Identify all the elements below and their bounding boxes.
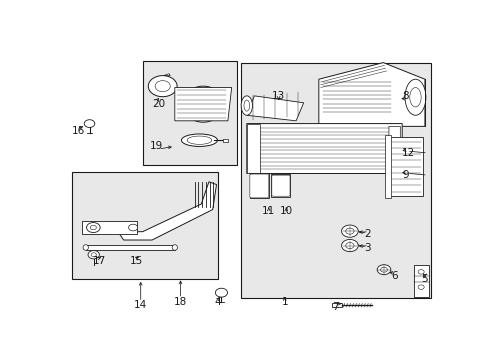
Text: 10: 10: [279, 206, 292, 216]
Polygon shape: [246, 96, 303, 121]
Polygon shape: [246, 123, 260, 174]
Ellipse shape: [83, 245, 88, 250]
Polygon shape: [318, 63, 424, 126]
Circle shape: [90, 225, 96, 230]
Ellipse shape: [182, 86, 224, 122]
Polygon shape: [331, 303, 341, 307]
Polygon shape: [388, 126, 400, 169]
Text: 20: 20: [152, 99, 165, 109]
Ellipse shape: [187, 136, 211, 144]
Text: 11: 11: [262, 206, 275, 216]
Circle shape: [215, 288, 227, 297]
Circle shape: [345, 228, 353, 234]
Text: 8: 8: [401, 91, 408, 101]
Polygon shape: [271, 174, 290, 197]
Circle shape: [417, 270, 423, 274]
FancyBboxPatch shape: [249, 174, 268, 198]
Circle shape: [88, 251, 99, 259]
Text: 13: 13: [271, 91, 285, 101]
Ellipse shape: [172, 245, 177, 250]
Circle shape: [380, 267, 386, 272]
Ellipse shape: [244, 100, 249, 111]
Text: 5: 5: [421, 274, 427, 284]
Text: 9: 9: [401, 170, 408, 180]
Polygon shape: [249, 174, 268, 198]
Text: 15: 15: [130, 256, 143, 266]
Text: 12: 12: [401, 148, 415, 158]
Bar: [142, 61, 237, 165]
Ellipse shape: [189, 92, 217, 117]
Polygon shape: [118, 182, 216, 240]
Circle shape: [148, 76, 177, 97]
Text: 19: 19: [149, 141, 163, 151]
Ellipse shape: [409, 87, 420, 107]
Polygon shape: [246, 123, 401, 174]
Circle shape: [341, 225, 358, 237]
Polygon shape: [82, 221, 137, 234]
Text: 6: 6: [390, 271, 397, 281]
Text: 18: 18: [174, 297, 187, 307]
Text: 1: 1: [281, 297, 287, 307]
Bar: [241, 63, 430, 298]
Polygon shape: [223, 139, 227, 142]
Polygon shape: [175, 87, 231, 121]
Bar: [72, 172, 218, 279]
Polygon shape: [163, 74, 170, 76]
Circle shape: [84, 120, 95, 127]
Polygon shape: [413, 265, 428, 297]
Circle shape: [345, 243, 353, 249]
Circle shape: [417, 285, 423, 289]
Polygon shape: [386, 138, 422, 195]
Circle shape: [376, 265, 390, 275]
FancyBboxPatch shape: [271, 175, 289, 196]
Ellipse shape: [181, 134, 217, 147]
Ellipse shape: [241, 96, 252, 115]
Circle shape: [155, 81, 170, 92]
Text: 4: 4: [214, 297, 221, 307]
Text: 3: 3: [364, 243, 370, 253]
Polygon shape: [85, 245, 175, 250]
Ellipse shape: [404, 79, 425, 115]
Circle shape: [91, 253, 96, 257]
Polygon shape: [385, 135, 390, 198]
Text: 14: 14: [134, 300, 147, 310]
Circle shape: [341, 239, 358, 252]
Text: 17: 17: [92, 256, 105, 266]
Text: 16: 16: [72, 126, 85, 135]
Text: 2: 2: [364, 229, 370, 239]
Text: 7: 7: [332, 302, 338, 311]
Circle shape: [86, 222, 100, 233]
Circle shape: [128, 224, 138, 231]
